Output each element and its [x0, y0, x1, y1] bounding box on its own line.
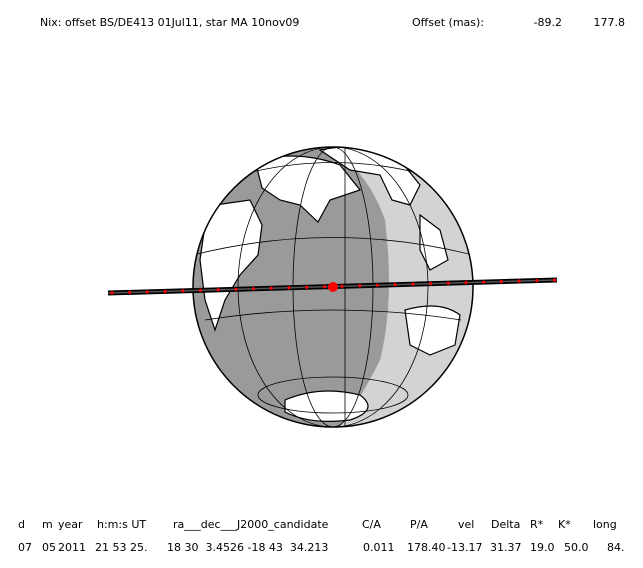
track-dot [464, 281, 468, 285]
cell: 07 [18, 541, 32, 554]
column-header: vel [458, 518, 474, 531]
track-dot [145, 290, 149, 294]
track-dot [446, 281, 450, 285]
track-dot [535, 278, 539, 283]
column-header: year [58, 518, 83, 531]
column-header: R* [530, 518, 544, 531]
cell: 2011 [58, 541, 86, 554]
track-dot [181, 289, 185, 293]
cell: 0.011 [363, 541, 395, 554]
map-title: Nix: offset BS/DE413 01Jul11, star MA 10… [40, 16, 299, 29]
cell: -13.17 [447, 541, 482, 554]
cell: 19.0 [530, 541, 555, 554]
cell: 05 [42, 541, 56, 554]
track-dot [375, 283, 380, 287]
track-dot [340, 284, 344, 288]
column-header: long [593, 518, 617, 531]
cell: 50.0 [564, 541, 589, 554]
column-header: K* [558, 518, 571, 531]
globe-outline [192, 146, 474, 428]
track-dot [269, 286, 273, 290]
cell: 21 53 25. [95, 541, 147, 554]
offset-label: Offset (mas): [412, 16, 484, 29]
offset-value: -89.2 [534, 16, 562, 29]
track-dot [393, 283, 397, 287]
track-dot [305, 285, 309, 289]
column-header: h:m:s UT [97, 518, 146, 531]
column-header: P/A [410, 518, 428, 531]
track-dot [499, 280, 503, 284]
globe [193, 147, 473, 427]
track-dot [234, 287, 238, 291]
track-dot [358, 284, 362, 288]
offset-value: 177.8 [594, 16, 626, 29]
column-header: ra___dec___J2000_candidate [173, 518, 329, 531]
track-dot [163, 289, 167, 293]
track-dot [198, 288, 203, 292]
track-dot [552, 278, 557, 282]
track-dot [411, 282, 415, 286]
track-dot [517, 279, 521, 283]
track-dot [252, 287, 256, 291]
cell: 31.37 [490, 541, 522, 554]
track-dot [128, 290, 132, 294]
column-header: d [18, 518, 25, 531]
event-table: d m year h:m:s UT ra___dec___J2000_candidate… [18, 518, 625, 554]
track-dot [216, 288, 220, 292]
track-dot [482, 280, 486, 284]
central-point [328, 282, 338, 292]
cell: 84. [607, 541, 625, 554]
cell: 18 30 3.4526 -18 43 34.213 [167, 541, 328, 554]
cell: 178.40 [407, 541, 446, 554]
column-header: m [42, 518, 53, 531]
column-header: C/A [362, 518, 381, 531]
track-dot [287, 286, 291, 290]
track-dot [110, 291, 114, 295]
occultation-track [107, 277, 558, 296]
track-dot [322, 285, 326, 289]
column-header: Delta [491, 518, 520, 531]
track-dot [429, 282, 433, 286]
